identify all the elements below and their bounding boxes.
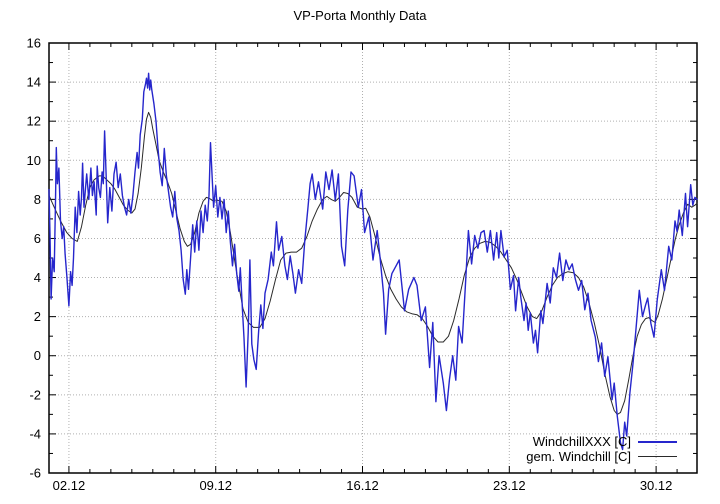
- legend-label: WindchillXXX [C]: [532, 434, 631, 449]
- y-tick-label: 0: [34, 348, 41, 363]
- y-tick-label: 6: [34, 231, 41, 246]
- series-line-gem.: [48, 111, 698, 415]
- y-tick-label: 10: [27, 153, 41, 168]
- x-tick-label: 02.12: [53, 478, 86, 493]
- series-line-windchillxxx: [48, 72, 698, 451]
- chart-title: VP-Porta Monthly Data: [293, 8, 427, 23]
- y-tick-label: 4: [34, 270, 41, 285]
- x-tick-label: 23.12: [493, 478, 526, 493]
- legend-item-windchillxxx: WindchillXXX [C]: [526, 434, 677, 449]
- y-tick-label: -4: [29, 426, 41, 441]
- legend-label: gem. Windchill [C]: [526, 449, 631, 464]
- plot-border: [48, 42, 698, 474]
- x-tick-label: 16.12: [346, 478, 379, 493]
- y-tick-label: 14: [27, 75, 41, 90]
- legend-line-sample-blue: [638, 440, 677, 443]
- y-tick-label: -2: [29, 387, 41, 402]
- legend-line-sample-black: [638, 456, 677, 457]
- y-tick-label: 2: [34, 309, 41, 324]
- legend: WindchillXXX [C] gem. Windchill [C]: [526, 434, 677, 464]
- x-tick-label: 09.12: [199, 478, 232, 493]
- x-tick-label: 30.12: [640, 478, 673, 493]
- y-tick-label: -6: [29, 466, 41, 481]
- y-tick-label: 12: [27, 114, 41, 129]
- y-tick-label: 16: [27, 36, 41, 51]
- legend-item-gem-windchill: gem. Windchill [C]: [526, 449, 677, 464]
- y-tick-label: 8: [34, 192, 41, 207]
